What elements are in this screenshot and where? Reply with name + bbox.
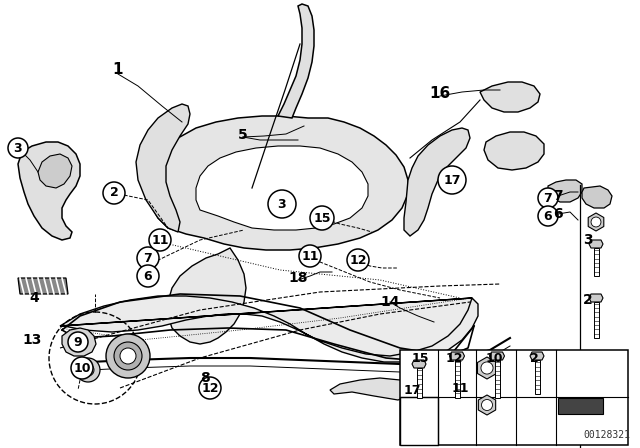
Bar (558, 398, 603, 414)
Polygon shape (60, 296, 478, 362)
Polygon shape (146, 116, 408, 250)
Bar (534, 360, 540, 394)
Polygon shape (530, 352, 544, 360)
Circle shape (82, 364, 94, 376)
Polygon shape (330, 378, 410, 400)
Circle shape (538, 188, 558, 208)
Text: 3: 3 (583, 233, 593, 247)
Text: 1: 1 (113, 63, 124, 78)
Text: 10: 10 (73, 362, 91, 375)
Polygon shape (38, 154, 72, 188)
Bar (400, 350, 628, 445)
Polygon shape (589, 294, 603, 302)
Text: 6: 6 (144, 270, 152, 283)
Text: 00128321: 00128321 (583, 430, 630, 440)
Text: 17: 17 (403, 383, 420, 396)
Circle shape (76, 358, 100, 382)
Polygon shape (18, 142, 80, 240)
Polygon shape (412, 360, 426, 368)
Polygon shape (480, 82, 540, 112)
Circle shape (8, 138, 28, 158)
Text: 2: 2 (583, 293, 593, 307)
Polygon shape (588, 213, 604, 231)
Circle shape (591, 217, 601, 227)
Text: 7: 7 (543, 191, 552, 204)
Text: 11: 11 (451, 382, 468, 395)
Text: 9: 9 (74, 336, 83, 349)
Text: 10: 10 (485, 352, 503, 365)
Bar (495, 360, 499, 398)
Text: 12: 12 (445, 352, 463, 365)
Polygon shape (196, 146, 368, 230)
Text: 13: 13 (22, 333, 42, 347)
Text: 2: 2 (530, 352, 538, 365)
Polygon shape (136, 104, 190, 232)
Polygon shape (548, 180, 582, 202)
Text: 3: 3 (13, 142, 22, 155)
Circle shape (481, 400, 493, 410)
Circle shape (106, 334, 150, 378)
Circle shape (538, 206, 558, 226)
Polygon shape (404, 128, 470, 236)
Text: 7: 7 (553, 189, 563, 203)
Polygon shape (168, 248, 246, 344)
Text: 14: 14 (380, 295, 400, 309)
Text: 12: 12 (201, 382, 219, 395)
Polygon shape (484, 132, 544, 170)
Polygon shape (582, 186, 612, 208)
Polygon shape (490, 352, 504, 360)
Text: 2: 2 (109, 186, 118, 199)
Text: 12: 12 (349, 254, 367, 267)
Circle shape (120, 348, 136, 364)
Circle shape (149, 229, 171, 251)
Text: 7: 7 (143, 251, 152, 264)
Text: 6: 6 (544, 210, 552, 223)
Bar (400, 397, 438, 445)
Circle shape (71, 357, 93, 379)
Polygon shape (478, 395, 495, 415)
Circle shape (347, 249, 369, 271)
Polygon shape (477, 357, 497, 379)
Circle shape (268, 190, 296, 218)
Bar (417, 368, 422, 398)
Polygon shape (62, 328, 96, 356)
Text: 11: 11 (151, 233, 169, 246)
Text: 15: 15 (412, 352, 429, 365)
Circle shape (310, 206, 334, 230)
Text: 4: 4 (29, 291, 39, 305)
Text: 17: 17 (444, 173, 461, 186)
Circle shape (199, 377, 221, 399)
Text: 6: 6 (553, 207, 563, 221)
Text: 8: 8 (200, 371, 210, 385)
Text: 3: 3 (278, 198, 286, 211)
Text: 16: 16 (429, 86, 451, 102)
Circle shape (438, 166, 466, 194)
Circle shape (137, 265, 159, 287)
Bar (454, 360, 460, 398)
Circle shape (68, 332, 88, 352)
Polygon shape (449, 352, 465, 360)
Text: 15: 15 (313, 211, 331, 224)
Bar (593, 302, 598, 338)
Bar (593, 248, 598, 276)
Circle shape (299, 245, 321, 267)
Text: 5: 5 (238, 128, 248, 142)
Text: 18: 18 (288, 271, 308, 285)
Polygon shape (278, 4, 314, 118)
Circle shape (137, 247, 159, 269)
Circle shape (103, 182, 125, 204)
Polygon shape (589, 240, 603, 248)
Text: 11: 11 (301, 250, 319, 263)
Polygon shape (18, 278, 68, 294)
Circle shape (481, 362, 493, 374)
Circle shape (114, 342, 142, 370)
